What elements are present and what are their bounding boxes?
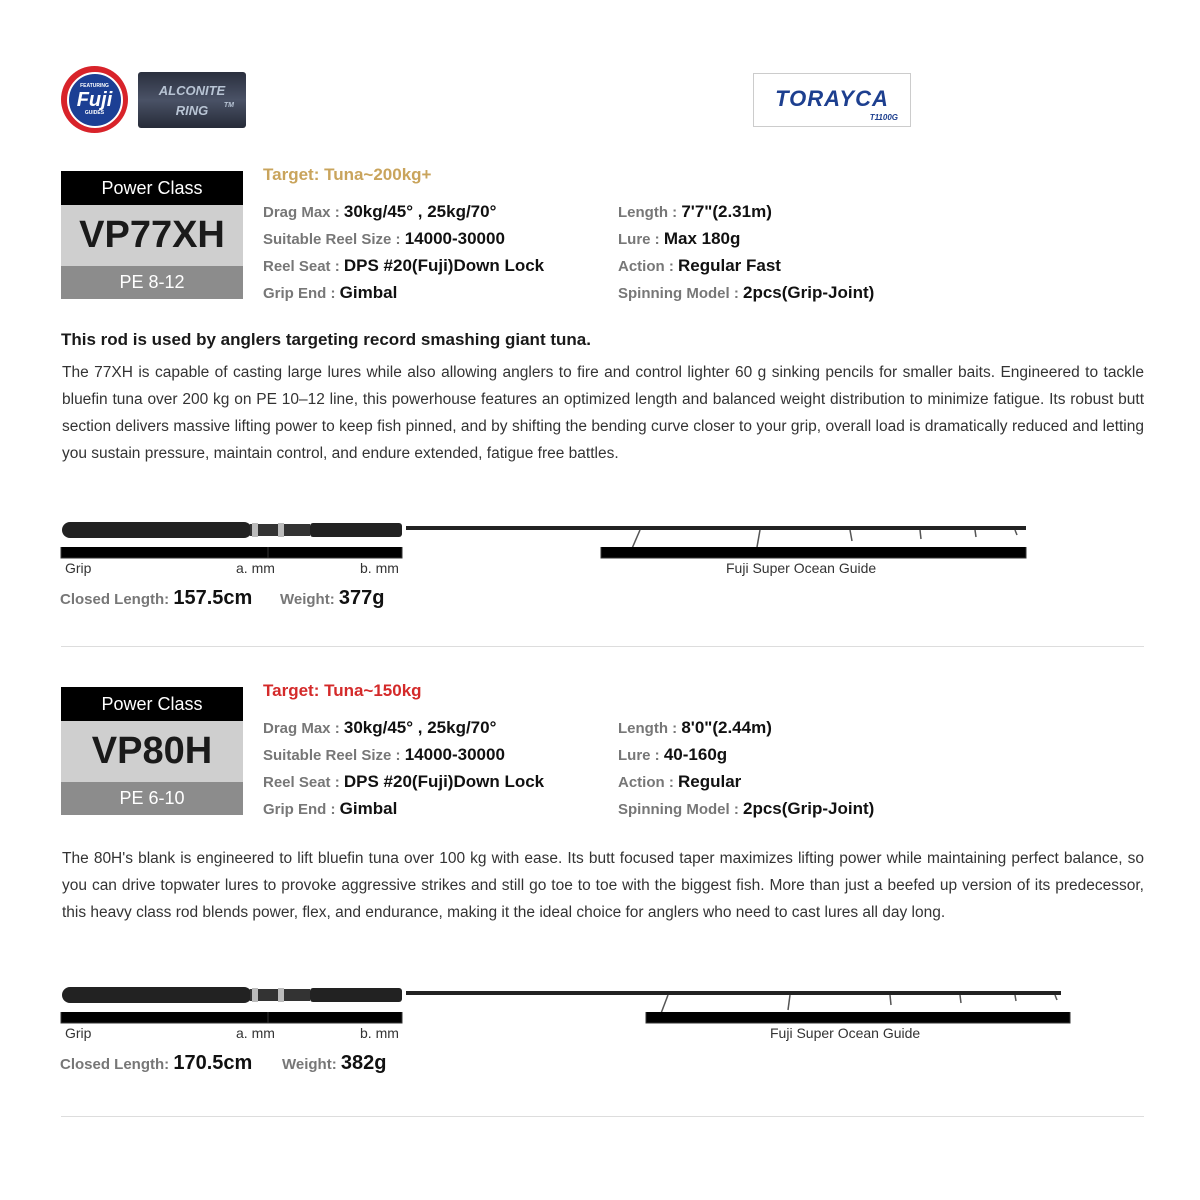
- target-text: Target: Tuna~200kg+: [263, 165, 432, 184]
- spec-reel-size: Suitable Reel Size : 14000-30000: [263, 229, 505, 248]
- pe-rating: PE 6-10: [61, 782, 243, 815]
- rod-image: [62, 987, 1061, 1017]
- a-mm-label: a. mm: [236, 560, 275, 576]
- spec-reel-size: Suitable Reel Size : 14000-30000: [263, 745, 505, 764]
- model-name: VP80H: [61, 721, 243, 782]
- product-description: The 77XH is capable of casting large lur…: [62, 364, 1144, 462]
- spec-reel-seat: Reel Seat : DPS #20(Fuji)Down Lock: [263, 772, 545, 791]
- spec-lure: Lure : 40-160g: [618, 745, 728, 764]
- fuji-logo-top: FEATURING: [80, 82, 109, 89]
- power-class-box: Power Class VP80H PE 6-10: [61, 687, 243, 815]
- a-mm-label: a. mm: [236, 1025, 275, 1041]
- spec-grip-end: Grip End : Gimbal: [263, 799, 398, 818]
- product-heading: This rod is used by anglers targeting re…: [61, 330, 591, 349]
- guide-label: Fuji Super Ocean Guide: [726, 560, 877, 576]
- torayca-sub: T1100G: [869, 113, 898, 122]
- b-mm-label: b. mm: [360, 1025, 399, 1041]
- power-class-box: Power Class VP77XH PE 8-12: [61, 171, 243, 299]
- spec-action: Action : Regular Fast: [618, 256, 781, 275]
- spec-action: Action : Regular: [618, 772, 742, 791]
- closed-length: Closed Length: 157.5cm: [60, 587, 253, 609]
- guide-label: Fuji Super Ocean Guide: [770, 1025, 921, 1041]
- model-name: VP77XH: [61, 205, 243, 266]
- weight: Weight: 382g: [282, 1052, 387, 1074]
- product-description: The 80H's blank is engineered to lift bl…: [62, 850, 1144, 921]
- spec-reel-seat: Reel Seat : DPS #20(Fuji)Down Lock: [263, 256, 545, 275]
- spec-model: Spinning Model : 2pcs(Grip-Joint): [618, 283, 875, 302]
- power-class-label: Power Class: [61, 687, 243, 721]
- fuji-logo-main: Fuji: [76, 88, 113, 111]
- divider: [61, 646, 1144, 647]
- rod-diagram: [60, 987, 1071, 1024]
- b-mm-label: b. mm: [360, 560, 399, 576]
- grip-label: Grip: [65, 560, 92, 576]
- power-class-label: Power Class: [61, 171, 243, 205]
- fuji-logo-bottom: GUIDES: [84, 109, 105, 116]
- spec-grip-end: Grip End : Gimbal: [263, 283, 398, 302]
- alconite-ring-logo: ALCONITE RING TM: [138, 72, 246, 128]
- spec-drag-max: Drag Max : 30kg/45° , 25kg/70°: [263, 718, 497, 737]
- spec-lure: Lure : Max 180g: [618, 229, 741, 248]
- weight: Weight: 377g: [280, 587, 385, 609]
- torayca-logo: TORAYCA T1100G: [753, 73, 911, 127]
- spec-model: Spinning Model : 2pcs(Grip-Joint): [618, 799, 875, 818]
- rod-diagram: [60, 522, 1027, 559]
- rod-image: [62, 522, 1026, 554]
- spec-drag-max: Drag Max : 30kg/45° , 25kg/70°: [263, 202, 497, 221]
- pe-rating: PE 8-12: [61, 266, 243, 299]
- fuji-guides-logo: FEATURING Fuji GUIDES: [61, 66, 128, 133]
- dimension-lines: [60, 1012, 1071, 1024]
- alconite-line1: ALCONITE: [158, 83, 226, 98]
- grip-label: Grip: [65, 1025, 92, 1041]
- closed-length: Closed Length: 170.5cm: [60, 1052, 253, 1074]
- alconite-tm: TM: [223, 102, 234, 109]
- target-text: Target: Tuna~150kg: [263, 681, 422, 700]
- dimension-lines: [60, 547, 1027, 559]
- divider: [61, 1116, 1144, 1117]
- alconite-line2: RING: [175, 103, 209, 118]
- torayca-main: TORAYCA: [775, 86, 889, 111]
- spec-length: Length : 7'7"(2.31m): [618, 202, 772, 221]
- spec-length: Length : 8'0"(2.44m): [618, 718, 772, 737]
